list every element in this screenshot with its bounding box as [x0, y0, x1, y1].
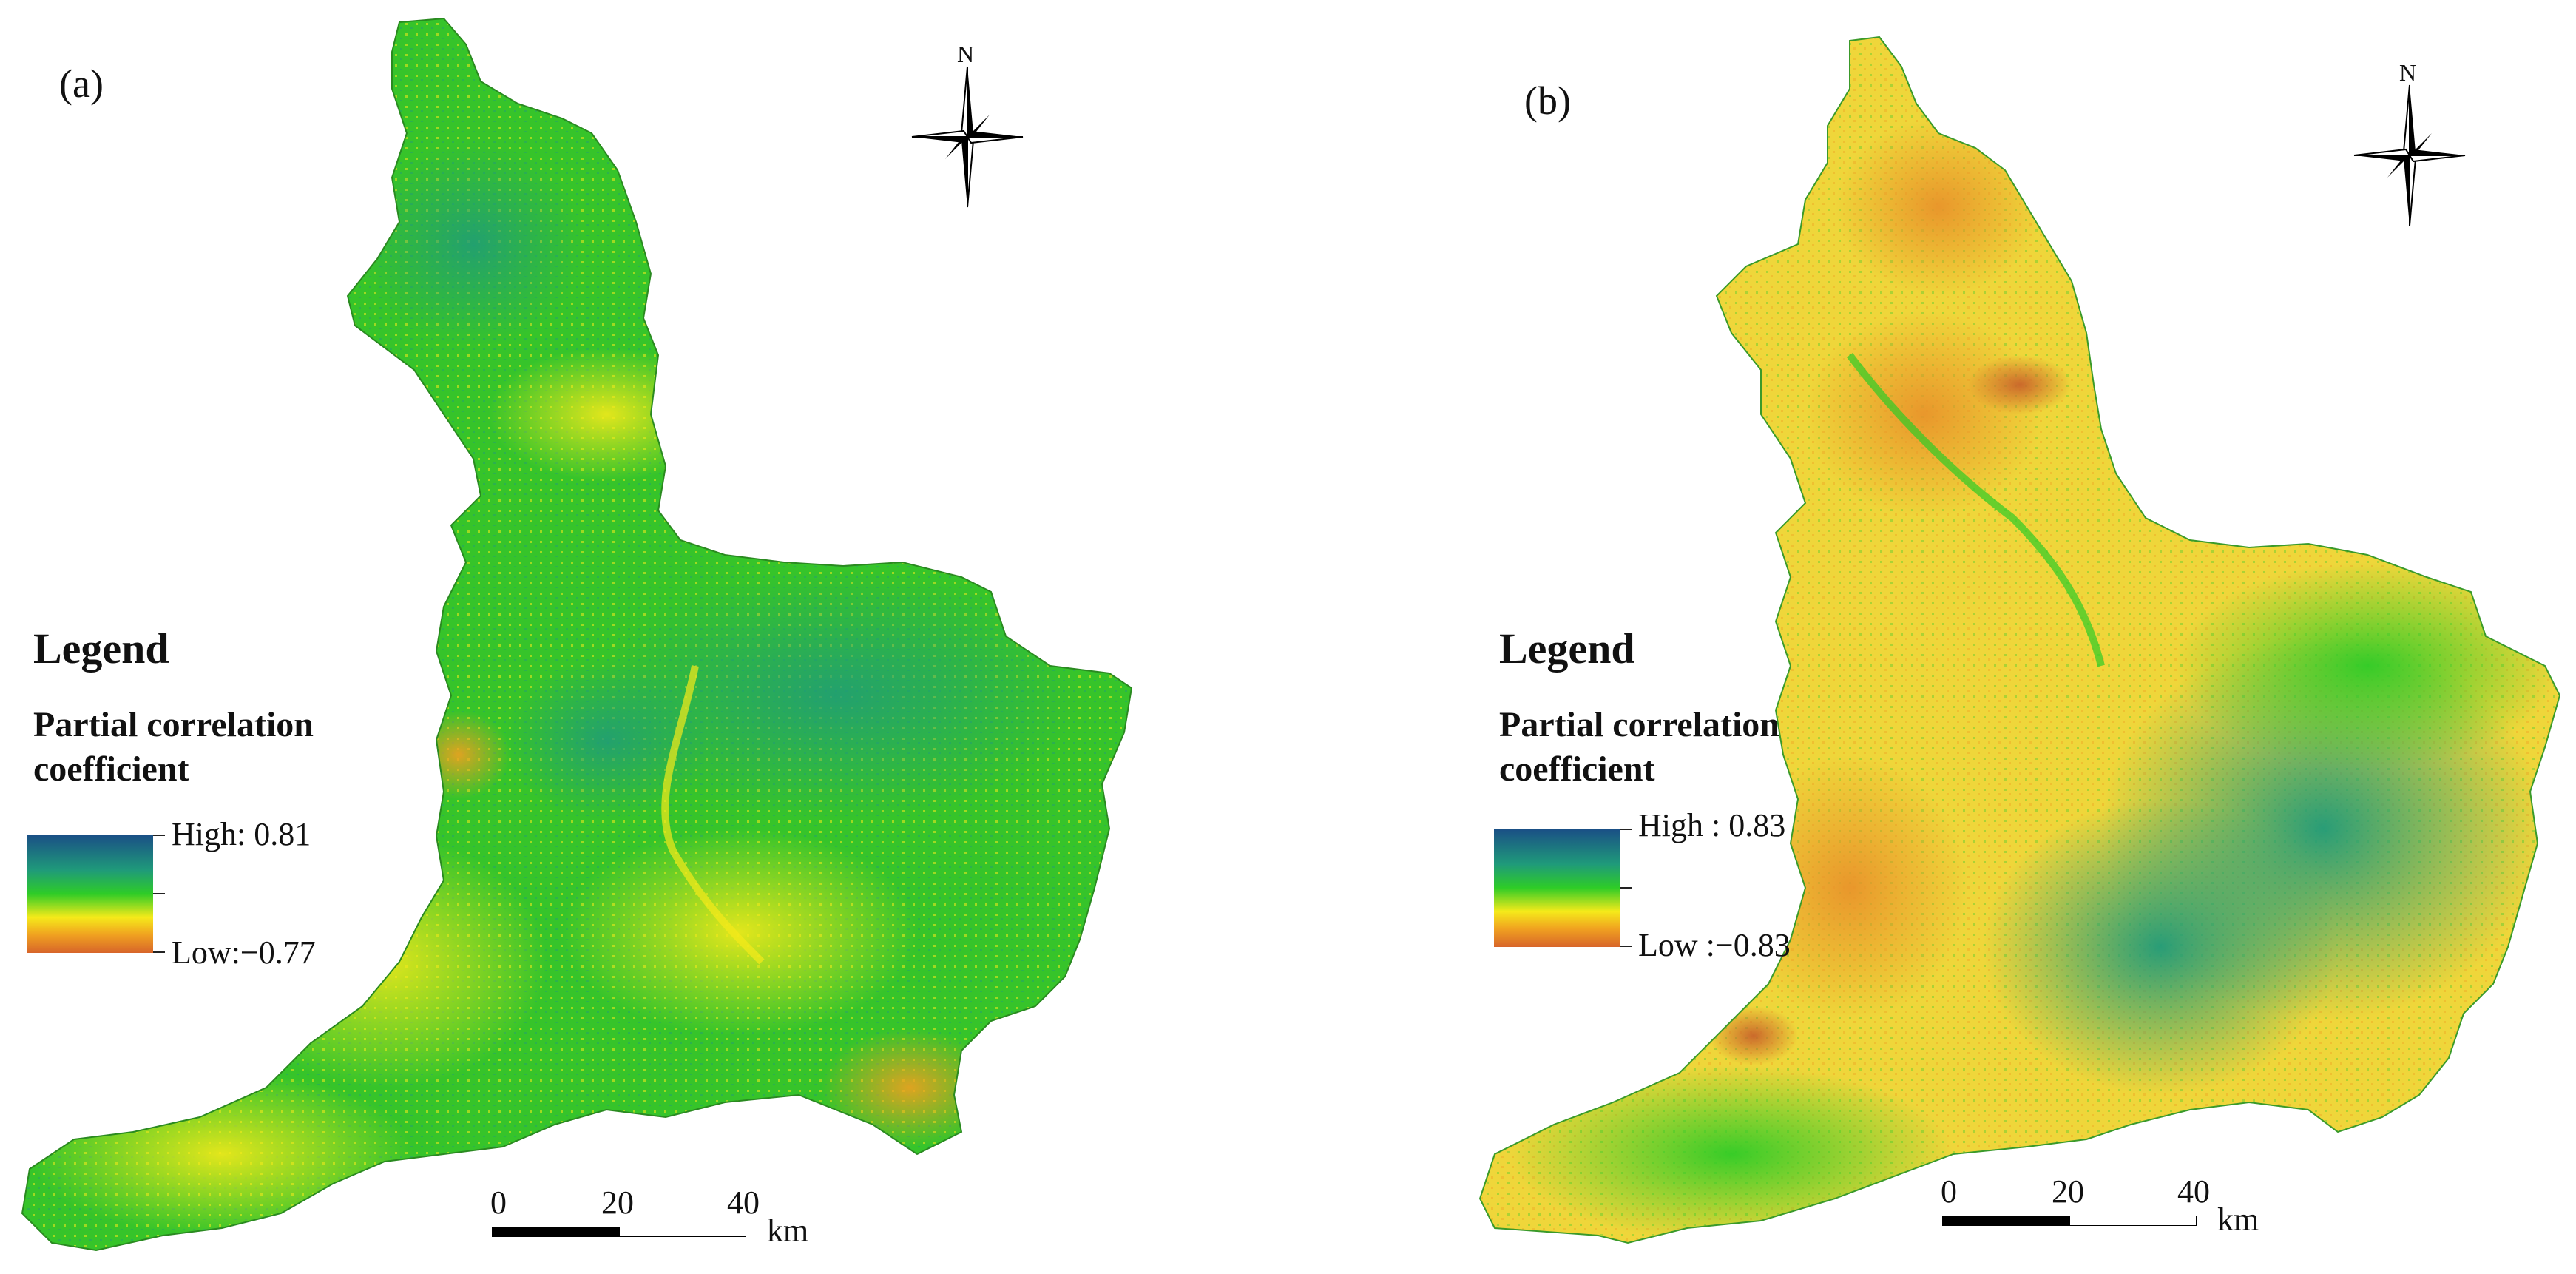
ramp-tick-high [1620, 829, 1632, 830]
scale-bar-black-segment [1942, 1216, 2069, 1226]
north-letter: N [2399, 59, 2417, 86]
scale-bar-white-segment [2069, 1216, 2197, 1226]
scale-unit: km [2217, 1201, 2259, 1238]
scale-bar: 0 20 40 km [490, 1184, 808, 1249]
color-ramp [1494, 829, 1620, 947]
scale-bar-white-segment [619, 1227, 746, 1237]
legend-subtitle: Partial correlation coefficient [33, 703, 314, 792]
ramp-tick-mid [1620, 887, 1632, 889]
scale-tick-40: 40 [727, 1184, 760, 1221]
map-a-region [21, 18, 1132, 1251]
ramp-tick-low [153, 951, 165, 953]
legend-heading: Legend [1499, 624, 1635, 673]
panel-label-b: (b) [1524, 78, 1571, 123]
legend-subtitle-line2: coefficient [33, 749, 189, 789]
ramp-tick-high [153, 835, 165, 836]
scale-bar: 0 20 40 km [1941, 1173, 2259, 1238]
scale-tick-40: 40 [2177, 1173, 2210, 1210]
map-panel-a: (a) N Legend Partial correlation coeffic… [21, 18, 1132, 1251]
map-b-region [1479, 36, 2560, 1244]
legend-high-label: High: 0.81 [172, 816, 311, 852]
legend-subtitle-line1: Partial correlation [33, 705, 314, 744]
scale-bar-black-segment [492, 1227, 619, 1237]
legend-subtitle-line2: coefficient [1499, 749, 1655, 789]
legend-low-label: Low:−0.77 [172, 934, 316, 971]
legend-subtitle-line1: Partial correlation [1499, 705, 1779, 744]
ramp-tick-low [1620, 946, 1632, 947]
scale-unit: km [767, 1213, 809, 1249]
scale-tick-0: 0 [1941, 1173, 1957, 1210]
legend-low-label: Low :−0.83 [1638, 927, 1791, 963]
north-arrow-icon: N [2350, 59, 2469, 226]
map-panel-b: (b) N Legend Partial correlation coeffic… [1288, 0, 2575, 1274]
legend-subtitle: Partial correlation coefficient [1499, 703, 1779, 792]
panel-label-a: (a) [59, 61, 104, 106]
north-arrow-icon: N [908, 41, 1027, 208]
legend-heading: Legend [33, 624, 169, 673]
scale-tick-20: 20 [2052, 1173, 2084, 1210]
north-letter: N [957, 41, 975, 67]
scale-tick-0: 0 [490, 1184, 507, 1221]
legend-high-label: High : 0.83 [1638, 807, 1786, 843]
scale-tick-20: 20 [601, 1184, 634, 1221]
ramp-tick-mid [153, 893, 165, 894]
color-ramp [27, 835, 153, 953]
